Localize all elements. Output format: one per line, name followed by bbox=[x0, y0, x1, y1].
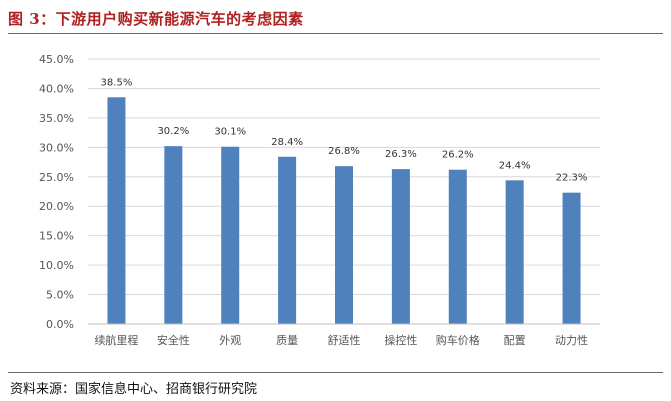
title-divider bbox=[8, 33, 663, 34]
y-tick-label: 40.0% bbox=[39, 82, 74, 95]
data-label: 26.8% bbox=[328, 146, 360, 157]
y-tick-label: 25.0% bbox=[39, 171, 74, 184]
bar bbox=[505, 180, 524, 324]
data-label: 28.4% bbox=[271, 137, 303, 148]
bar bbox=[221, 146, 240, 324]
x-tick-label: 质量 bbox=[276, 334, 298, 347]
data-labels: 38.5% 30.2% 30.1% 28.4% 26.8% 26.3% 26.2% 24.4%… bbox=[101, 77, 588, 183]
bar bbox=[164, 146, 183, 324]
data-label: 26.2% bbox=[442, 150, 474, 161]
source-note: 资料来源：国家信息中心、招商银行研究院 bbox=[10, 382, 258, 397]
y-tick-label: 5.0% bbox=[46, 289, 74, 302]
data-label: 24.4% bbox=[499, 160, 531, 171]
y-axis: 0.0% 5.0% 10.0% 15.0% 20.0% 25.0% 30.0% 35.0% 40… bbox=[39, 53, 74, 331]
x-tick-label: 外观 bbox=[219, 334, 241, 347]
data-label: 30.2% bbox=[157, 126, 189, 137]
y-tick-label: 15.0% bbox=[39, 230, 74, 243]
bar-chart: 0.0% 5.0% 10.0% 15.0% 20.0% 25.0% 30.0% 35.0% 40… bbox=[39, 53, 600, 347]
source-divider bbox=[8, 372, 663, 373]
y-tick-label: 45.0% bbox=[39, 53, 74, 66]
x-tick-label: 安全性 bbox=[157, 333, 190, 347]
data-label: 38.5% bbox=[101, 77, 133, 88]
figure-title: 图 3：下游用户购买新能源汽车的考虑因素 bbox=[8, 10, 304, 28]
bar bbox=[391, 169, 410, 324]
y-tick-label: 10.0% bbox=[39, 259, 74, 272]
x-tick-label: 动力性 bbox=[555, 333, 588, 347]
x-tick-label: 舒适性 bbox=[328, 333, 361, 347]
y-tick-label: 20.0% bbox=[39, 200, 74, 213]
bar bbox=[448, 169, 467, 324]
x-tick-label: 操控性 bbox=[384, 333, 417, 347]
x-tick-label: 购车价格 bbox=[436, 333, 480, 347]
x-axis: 续航里程 安全性 外观 质量 舒适性 操控性 购车价格 配置 动力性 bbox=[88, 323, 600, 347]
y-tick-label: 30.0% bbox=[39, 141, 74, 154]
bar bbox=[562, 192, 581, 324]
bar bbox=[278, 156, 297, 324]
y-tick-label: 0.0% bbox=[46, 318, 74, 331]
x-tick-label: 配置 bbox=[504, 334, 526, 347]
data-label: 30.1% bbox=[214, 127, 246, 138]
bar bbox=[335, 166, 353, 324]
y-tick-label: 35.0% bbox=[39, 112, 74, 125]
bars bbox=[107, 97, 581, 325]
bar bbox=[107, 97, 126, 325]
x-tick-label: 续航里程 bbox=[94, 333, 138, 347]
data-label: 22.3% bbox=[556, 173, 588, 184]
data-label: 26.3% bbox=[385, 149, 417, 160]
